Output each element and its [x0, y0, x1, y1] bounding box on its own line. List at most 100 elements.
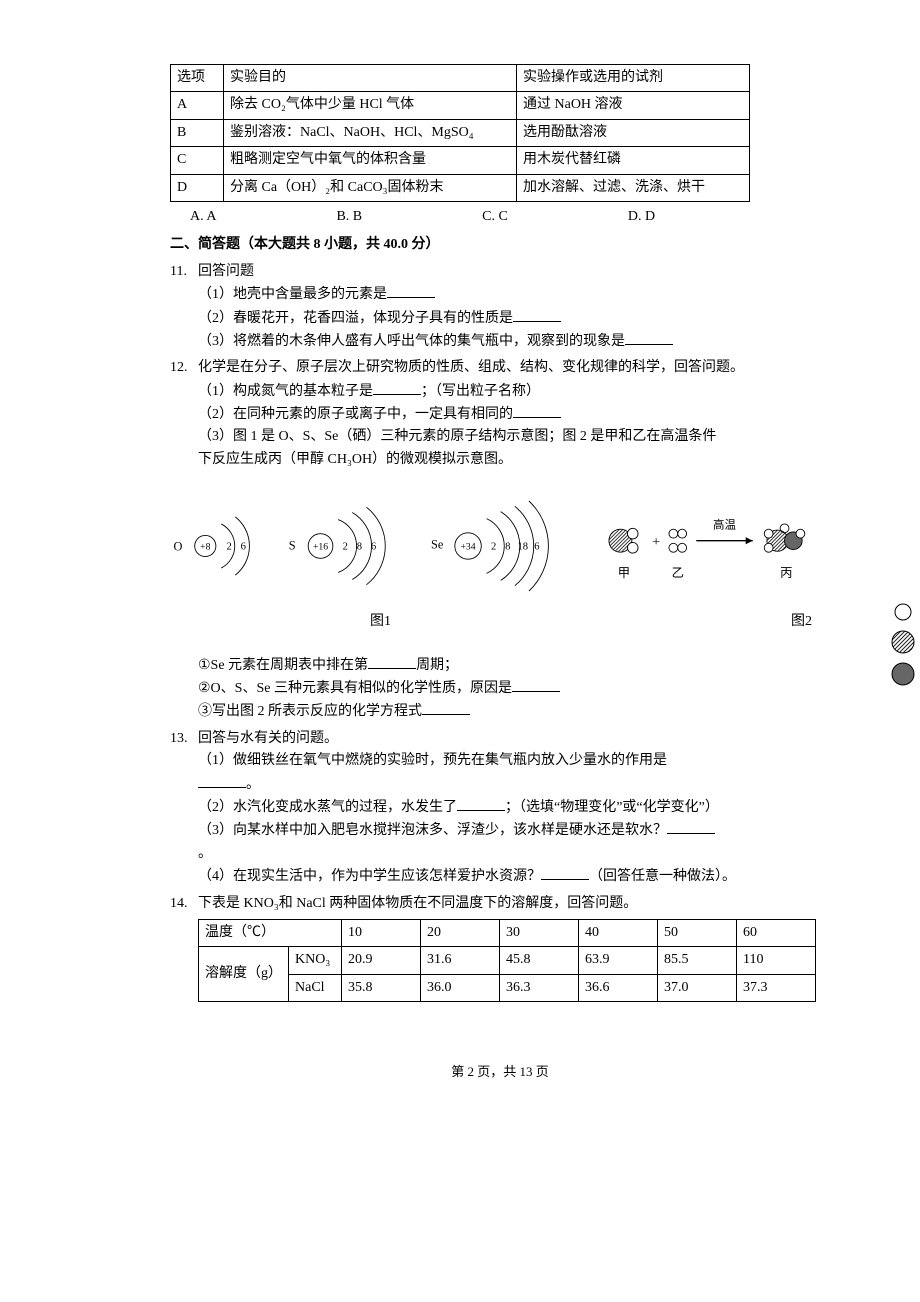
- q12-p3b: 下反应生成丙（甲醇 CH₃OH）的微观模拟示意图。: [198, 449, 830, 471]
- q12-num: 12.: [170, 357, 198, 379]
- blank: [541, 865, 589, 880]
- label-gaowen: 高温: [713, 518, 736, 532]
- atom-diagram-row: O +8 2 6 S +16 2 8 6 Se +34 2 8 18 6: [170, 491, 830, 601]
- q11-title: 回答问题: [198, 261, 830, 283]
- temp: 10: [342, 919, 421, 946]
- cell: 36.3: [500, 974, 579, 1001]
- th-purpose: 实验目的: [224, 65, 517, 92]
- blank: [368, 654, 416, 669]
- svg-text:+16: +16: [313, 542, 328, 553]
- svg-text:+34: +34: [460, 542, 475, 553]
- cell: 除去 CO₂气体中少量 HCl 气体: [224, 92, 517, 119]
- option-d: D. D: [628, 206, 655, 228]
- section-title: 二、简答题（本大题共 8 小题，共 40.0 分）: [170, 234, 830, 256]
- label-yi: 乙: [671, 566, 683, 580]
- blank: [512, 677, 560, 692]
- atom-se-diagram: Se +34 2 8 18 6: [431, 491, 581, 601]
- cell: C: [171, 147, 224, 174]
- cell: 粗略测定空气中氧气的体积含量: [224, 147, 517, 174]
- label-bing: 丙: [780, 566, 792, 580]
- q12-p2: （2）在同种元素的原子或离子中，一定具有相同的: [198, 407, 513, 422]
- reaction-diagram: 甲 + 乙 高温 丙: [601, 496, 830, 596]
- sol-label: 溶解度（g）: [199, 947, 289, 1002]
- q12-p1b: ；（写出粒子名称）: [421, 384, 540, 399]
- q13-p4a: （4）在现实生活中，作为中学生应该怎样爱护水资源？: [198, 869, 541, 884]
- option-a: A. A: [190, 206, 216, 228]
- q13-p1: （1）做细铁丝在氧气中燃烧的实验时，预先在集气瓶内放入少量水的作用是: [198, 750, 830, 772]
- cell: 35.8: [342, 974, 421, 1001]
- q11-p3: （3）将燃着的木条伸人盛有人呼出气体的集气瓶中，观察到的现象是: [198, 334, 625, 349]
- nacl-label: NaCl: [289, 974, 342, 1001]
- blank: [422, 700, 470, 715]
- atom-o-diagram: O +8 2 6: [170, 501, 267, 591]
- svg-text:2: 2: [226, 542, 231, 553]
- cell: 63.9: [579, 947, 658, 974]
- fig2-label: 图2: [791, 611, 812, 633]
- solubility-table: 温度（℃） 10 20 30 40 50 60 溶解度（g） KNO₃ 20.9…: [198, 919, 816, 1002]
- svg-text:2: 2: [491, 542, 496, 553]
- th-option: 选项: [171, 65, 224, 92]
- cell: 分离 Ca（OH）₂和 CaCO₃固体粉末: [224, 174, 517, 201]
- option-c: C. C: [482, 206, 508, 228]
- temp: 30: [500, 919, 579, 946]
- atom-s-diagram: S +16 2 8 6: [287, 496, 411, 596]
- q11-p2: （2）春暖花开，花香四溢，体现分子具有的性质是: [198, 311, 513, 326]
- q12-s1b: 周期；: [416, 658, 458, 673]
- temp: 50: [658, 919, 737, 946]
- cell: 加水溶解、过滤、洗涤、烘干: [517, 174, 750, 201]
- blank: [373, 380, 421, 395]
- cell: D: [171, 174, 224, 201]
- cell: 鉴别溶液：NaCl、NaOH、HCl、MgSO₄: [224, 119, 517, 146]
- atom-o-label: O: [174, 540, 183, 554]
- temp: 60: [737, 919, 816, 946]
- q13-p3end: 。: [198, 843, 830, 865]
- legend-icon: [888, 600, 918, 690]
- svg-text:8: 8: [357, 542, 362, 553]
- experiment-table: 选项 实验目的 实验操作或选用的试剂 A除去 CO₂气体中少量 HCl 气体通过…: [170, 64, 750, 202]
- cell: 85.5: [658, 947, 737, 974]
- cell: 36.6: [579, 974, 658, 1001]
- cell: 31.6: [421, 947, 500, 974]
- cell: 37.0: [658, 974, 737, 1001]
- blank: [625, 330, 673, 345]
- blank: [198, 773, 246, 788]
- svg-text:Se: Se: [431, 538, 444, 552]
- q13-p1end: 。: [246, 777, 260, 792]
- cell: 选用酚酞溶液: [517, 119, 750, 146]
- q13-p2b: ；（选填“物理变化”或“化学变化”）: [505, 800, 719, 815]
- q12-s3a: ③写出图 2 所表示反应的化学方程式: [198, 704, 422, 719]
- q12-p3: （3）图 1 是 O、S、Se（硒）三种元素的原子结构示意图；图 2 是甲和乙在…: [198, 426, 830, 448]
- temp-label: 温度（℃）: [199, 919, 342, 946]
- blank: [513, 307, 561, 322]
- cell: 20.9: [342, 947, 421, 974]
- temp: 40: [579, 919, 658, 946]
- q13-p2a: （2）水汽化变成水蒸气的过程，水发生了: [198, 800, 457, 815]
- th-operation: 实验操作或选用的试剂: [517, 65, 750, 92]
- svg-text:+8: +8: [200, 542, 210, 553]
- q14-title: 下表是 KNO₃和 NaCl 两种固体物质在不同温度下的溶解度，回答问题。: [198, 893, 830, 915]
- q13-title: 回答与水有关的问题。: [198, 728, 830, 750]
- mc-options: A. A B. B C. C D. D: [170, 206, 830, 228]
- q12-title: 化学是在分子、原子层次上研究物质的性质、组成、结构、变化规律的科学，回答问题。: [198, 357, 830, 379]
- cell: A: [171, 92, 224, 119]
- svg-text:18: 18: [517, 542, 528, 553]
- cell: 45.8: [500, 947, 579, 974]
- blank: [667, 819, 715, 834]
- cell: 110: [737, 947, 816, 974]
- svg-text:6: 6: [371, 542, 376, 553]
- q12-s1a: ①Se 元素在周期表中排在第: [198, 658, 368, 673]
- svg-text:8: 8: [505, 542, 510, 553]
- blank: [457, 796, 505, 811]
- page-footer: 第 2 页，共 13 页: [170, 1062, 830, 1083]
- q13-num: 13.: [170, 728, 198, 750]
- blank: [387, 283, 435, 298]
- svg-text:+: +: [652, 534, 660, 550]
- temp: 20: [421, 919, 500, 946]
- q12-s2a: ②O、S、Se 三种元素具有相似的化学性质，原因是: [198, 681, 512, 696]
- kno3-label: KNO₃: [289, 947, 342, 974]
- q13-p4b: （回答任意一种做法）。: [589, 869, 736, 884]
- cell: 37.3: [737, 974, 816, 1001]
- svg-text:S: S: [289, 539, 296, 553]
- cell: 通过 NaOH 溶液: [517, 92, 750, 119]
- cell: B: [171, 119, 224, 146]
